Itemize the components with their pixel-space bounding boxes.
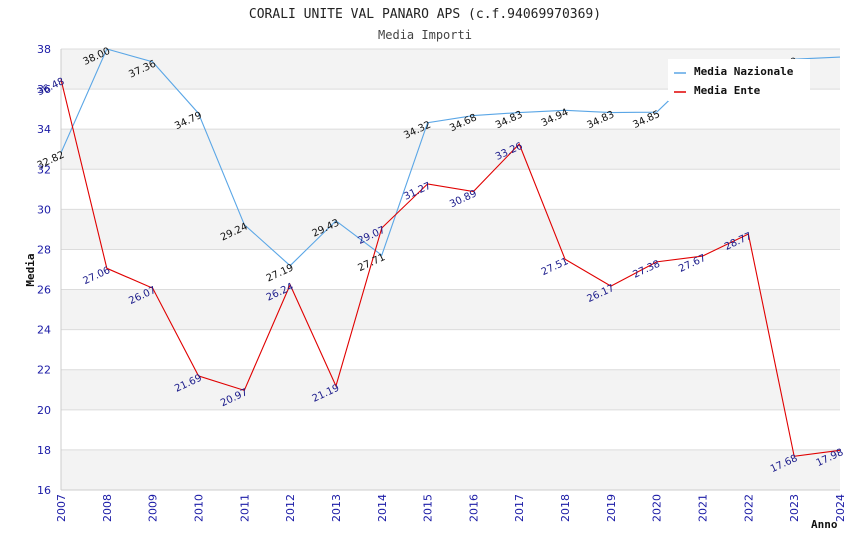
y-tick-label: 26	[37, 284, 51, 297]
y-tick-label: 38	[37, 43, 51, 56]
grid-lines	[60, 48, 840, 491]
x-tick-label: 2021	[697, 494, 710, 522]
x-tick-label: 2008	[101, 494, 114, 522]
y-tick-label: 22	[37, 364, 51, 377]
grid-bands	[61, 49, 840, 490]
x-tick-label: 2013	[330, 494, 343, 522]
x-axis-label: Anno	[811, 518, 838, 531]
y-tick-label: 16	[37, 484, 51, 497]
data-label: 27.67	[677, 253, 708, 275]
x-tick-label: 2018	[559, 494, 572, 522]
y-tick-label: 32	[37, 163, 51, 176]
y-tick-labels: 16 18 20 22 24 26 28 30 32 34 36 38	[37, 43, 51, 497]
data-labels: 32.8238.0037.3634.7929.2427.1929.4327.71…	[36, 46, 846, 475]
legend: Media Nazionale Media Ente	[668, 59, 810, 101]
x-tick-label: 2016	[467, 494, 480, 522]
y-tick-label: 24	[37, 324, 51, 337]
chart-subtitle: Media Importi	[378, 28, 472, 42]
x-tick-label: 2015	[422, 494, 435, 522]
x-tick-label: 2024	[834, 494, 847, 522]
grid-band	[61, 289, 840, 330]
x-tick-labels: 2007 2008 2009 2010 2011 2012 2013 2014 2015 2016…	[55, 494, 847, 522]
y-tick-label: 28	[37, 243, 51, 256]
data-label: 27.51	[540, 256, 571, 278]
y-tick-label: 20	[37, 404, 51, 417]
grid-band	[61, 129, 840, 170]
x-tick-label: 2014	[376, 494, 389, 522]
data-label: 34.83	[494, 109, 525, 131]
x-tick-label: 2023	[788, 494, 801, 522]
grid-band	[61, 209, 840, 250]
x-tick-label: 2012	[284, 494, 297, 522]
y-tick-label: 36	[37, 83, 51, 96]
legend-label-ente: Media Ente	[694, 84, 761, 97]
y-tick-label: 18	[37, 444, 51, 457]
data-label: 27.19	[265, 262, 296, 284]
x-tick-label: 2020	[651, 494, 664, 522]
x-tick-label: 2022	[742, 494, 755, 522]
x-tick-label: 2017	[513, 494, 526, 522]
y-tick-label: 30	[37, 203, 51, 216]
legend-label-nazionale: Media Nazionale	[694, 65, 794, 78]
x-tick-label: 2007	[55, 494, 68, 522]
x-tick-label: 2019	[605, 494, 618, 522]
grid-band	[61, 369, 840, 410]
legend-background	[668, 59, 810, 101]
data-label: 27.71	[356, 252, 387, 274]
y-tick-label: 34	[37, 123, 51, 136]
series-line-ente	[60, 79, 841, 457]
grid-band	[61, 449, 840, 490]
y-axis-label: Media	[24, 253, 37, 286]
data-label: 27.06	[81, 265, 112, 287]
x-tick-label: 2009	[147, 494, 160, 522]
chart-title: CORALI UNITE VAL PANARO APS (c.f.9406997…	[249, 7, 601, 22]
data-label: 27.38	[631, 259, 662, 281]
x-tick-label: 2010	[192, 494, 205, 522]
data-label: 30.89	[448, 188, 479, 210]
x-tick-label: 2011	[238, 494, 251, 522]
